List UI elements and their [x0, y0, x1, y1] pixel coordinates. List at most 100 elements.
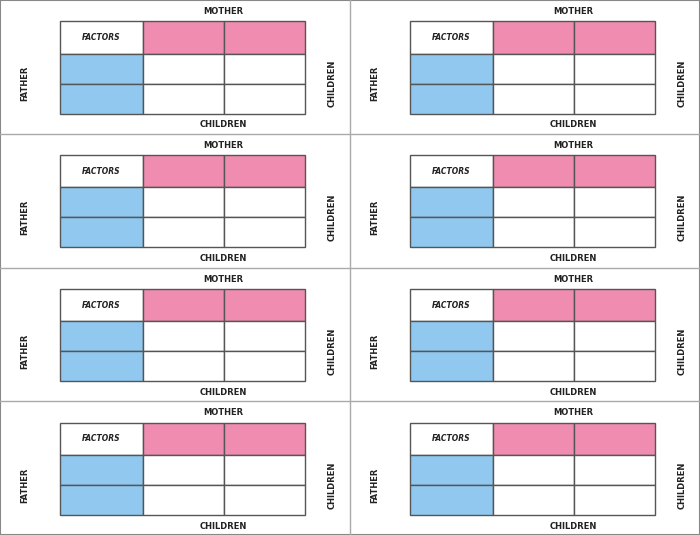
Text: MOTHER: MOTHER	[204, 408, 244, 417]
Bar	[224, 54, 304, 83]
Text: FATHER: FATHER	[370, 467, 379, 502]
Text: MOTHER: MOTHER	[554, 141, 594, 150]
Text: CHILDREN: CHILDREN	[678, 327, 687, 375]
Text: CHILDREN: CHILDREN	[550, 522, 597, 531]
Bar	[574, 54, 655, 83]
Bar	[410, 455, 493, 485]
Text: FATHER: FATHER	[20, 66, 29, 101]
Bar	[410, 321, 493, 351]
Bar	[60, 83, 143, 114]
Text: FACTORS: FACTORS	[82, 434, 120, 444]
Bar	[143, 423, 224, 455]
Bar	[60, 485, 143, 515]
Bar	[574, 155, 655, 187]
Text: CHILDREN: CHILDREN	[328, 194, 337, 241]
Bar	[493, 217, 574, 247]
Text: CHILDREN: CHILDREN	[200, 388, 247, 397]
Bar	[143, 321, 224, 351]
Bar	[493, 455, 574, 485]
Bar	[410, 485, 493, 515]
Bar	[224, 155, 304, 187]
Bar	[224, 83, 304, 114]
Bar	[410, 54, 493, 83]
Bar	[574, 21, 655, 54]
Text: CHILDREN: CHILDREN	[200, 254, 247, 263]
Text: CHILDREN: CHILDREN	[328, 461, 337, 509]
Bar	[574, 83, 655, 114]
Bar	[143, 21, 224, 54]
Text: MOTHER: MOTHER	[204, 274, 244, 284]
Text: MOTHER: MOTHER	[554, 274, 594, 284]
Bar	[224, 455, 304, 485]
Bar	[410, 217, 493, 247]
Bar	[224, 321, 304, 351]
Text: FACTORS: FACTORS	[432, 301, 470, 310]
Bar	[493, 321, 574, 351]
Bar	[60, 321, 143, 351]
Bar	[60, 351, 143, 381]
Bar	[574, 217, 655, 247]
Text: FACTORS: FACTORS	[432, 167, 470, 176]
Text: CHILDREN: CHILDREN	[200, 120, 247, 129]
Bar	[143, 155, 224, 187]
Text: FATHER: FATHER	[20, 200, 29, 235]
Bar	[60, 455, 143, 485]
Bar	[493, 423, 574, 455]
Bar	[410, 423, 493, 455]
Bar	[493, 187, 574, 217]
Bar	[143, 455, 224, 485]
Bar	[574, 321, 655, 351]
Bar	[493, 351, 574, 381]
Bar	[574, 455, 655, 485]
Bar	[224, 351, 304, 381]
Bar	[224, 485, 304, 515]
Text: FACTORS: FACTORS	[432, 33, 470, 42]
Bar	[410, 289, 493, 321]
Bar	[493, 83, 574, 114]
Text: MOTHER: MOTHER	[554, 7, 594, 16]
Bar	[410, 187, 493, 217]
Bar	[574, 187, 655, 217]
Bar	[493, 21, 574, 54]
Bar	[574, 351, 655, 381]
Text: FATHER: FATHER	[370, 200, 379, 235]
Text: CHILDREN: CHILDREN	[550, 120, 597, 129]
Bar	[224, 289, 304, 321]
Bar	[410, 351, 493, 381]
Bar	[60, 289, 143, 321]
Text: MOTHER: MOTHER	[554, 408, 594, 417]
Bar	[493, 54, 574, 83]
Text: FATHER: FATHER	[20, 333, 29, 369]
Bar	[60, 187, 143, 217]
Bar	[60, 54, 143, 83]
Text: CHILDREN: CHILDREN	[328, 327, 337, 375]
Bar	[224, 21, 304, 54]
Bar	[410, 83, 493, 114]
Bar	[574, 423, 655, 455]
Text: FATHER: FATHER	[20, 467, 29, 502]
Text: FATHER: FATHER	[370, 333, 379, 369]
Bar	[143, 217, 224, 247]
Bar	[410, 155, 493, 187]
Text: CHILDREN: CHILDREN	[678, 461, 687, 509]
Bar	[143, 485, 224, 515]
Text: CHILDREN: CHILDREN	[200, 522, 247, 531]
Text: FACTORS: FACTORS	[432, 434, 470, 444]
Bar	[574, 289, 655, 321]
Text: FATHER: FATHER	[370, 66, 379, 101]
Bar	[143, 187, 224, 217]
Bar	[224, 187, 304, 217]
Bar	[143, 289, 224, 321]
Text: MOTHER: MOTHER	[204, 7, 244, 16]
Bar	[60, 217, 143, 247]
Bar	[574, 485, 655, 515]
Text: CHILDREN: CHILDREN	[678, 60, 687, 108]
Bar	[493, 155, 574, 187]
Bar	[143, 351, 224, 381]
Bar	[60, 21, 143, 54]
Text: FACTORS: FACTORS	[82, 301, 120, 310]
Bar	[224, 423, 304, 455]
Bar	[224, 217, 304, 247]
Text: CHILDREN: CHILDREN	[550, 388, 597, 397]
Bar	[410, 21, 493, 54]
